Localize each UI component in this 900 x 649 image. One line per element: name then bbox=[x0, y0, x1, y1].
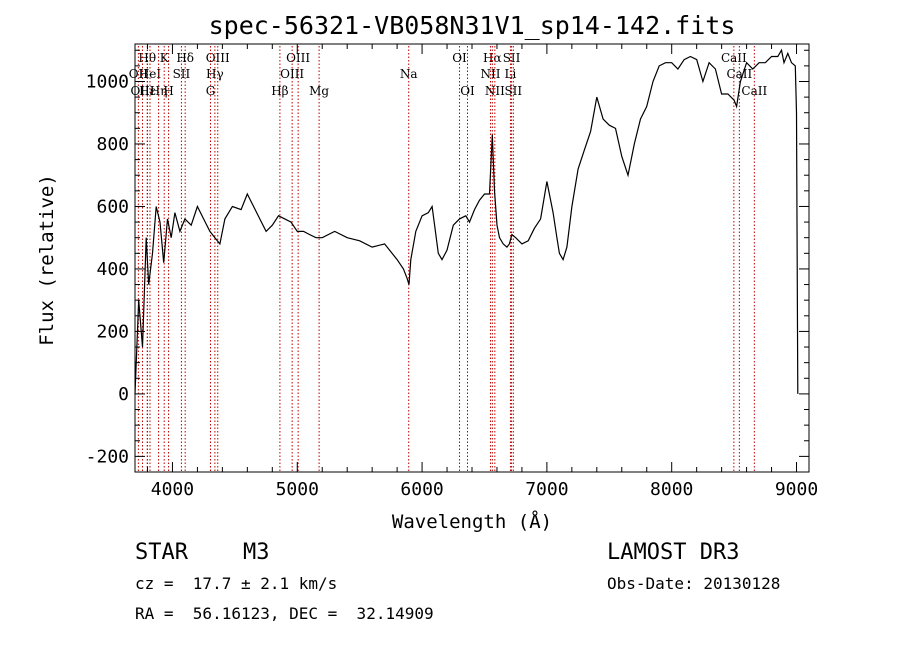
x-axis-label: Wavelength (Å) bbox=[392, 510, 552, 533]
line-marker-label: Hε bbox=[139, 84, 156, 98]
line-marker-label: CaII bbox=[741, 84, 767, 98]
y-tick-label: 200 bbox=[96, 321, 129, 342]
line-marker-label: OIII bbox=[286, 51, 310, 65]
line-marker-label: Hβ bbox=[271, 84, 288, 98]
line-marker-label: OII bbox=[129, 67, 149, 81]
y-tick-label: 1000 bbox=[86, 71, 129, 92]
x-tick-label: 8000 bbox=[650, 479, 693, 500]
line-marker-label: OIII bbox=[130, 84, 154, 98]
obs-date-text: Obs-Date: 20130128 bbox=[607, 574, 781, 593]
line-marker-label: SII bbox=[503, 51, 521, 65]
object-subclass: M3 bbox=[243, 540, 270, 565]
line-marker-label: CaII bbox=[726, 67, 752, 81]
y-axis-label: Flux (relative) bbox=[36, 174, 58, 346]
line-marker-label: OIII bbox=[280, 67, 304, 81]
coordinates-text: RA = 56.16123, DEC = 32.14909 bbox=[135, 604, 434, 623]
y-tick-label: 800 bbox=[96, 134, 129, 155]
line-marker-label: SII bbox=[504, 84, 522, 98]
plot-frame bbox=[134, 43, 810, 473]
line-marker-label: Na bbox=[400, 67, 418, 81]
line-marker-label: SII bbox=[173, 67, 191, 81]
line-marker-label: CaII bbox=[721, 51, 747, 65]
line-marker-label: OI bbox=[452, 51, 467, 65]
axis-ticks: 4000 5000 6000 7000 8000 9000 -200 0 200 400 600 80… bbox=[86, 44, 818, 500]
line-marker-label: NII bbox=[485, 84, 505, 98]
y-tick-label: 400 bbox=[96, 259, 129, 280]
line-marker-label: Hα bbox=[483, 51, 502, 65]
line-marker-label: Hγ bbox=[206, 67, 224, 81]
line-marker-label: NII bbox=[480, 67, 500, 81]
object-class: STAR bbox=[135, 540, 188, 565]
x-tick-label: 9000 bbox=[775, 479, 818, 500]
line-marker-label: Li bbox=[505, 67, 517, 81]
line-marker-label: Mg bbox=[309, 84, 329, 98]
x-tick-label: 4000 bbox=[151, 479, 194, 500]
line-marker-label: OI bbox=[460, 84, 475, 98]
line-marker-label: H bbox=[163, 84, 173, 98]
y-tick-label: -200 bbox=[86, 446, 129, 467]
survey-name: LAMOST DR3 bbox=[607, 540, 740, 565]
x-tick-label: 6000 bbox=[400, 479, 443, 500]
line-marker-label: Hη bbox=[150, 84, 168, 98]
y-tick-label: 0 bbox=[118, 384, 129, 405]
line-marker-label: Hδ bbox=[176, 51, 194, 65]
chart-title: spec-56321-VB058N31V1_sp14-142.fits bbox=[209, 11, 736, 40]
x-tick-label: 7000 bbox=[525, 479, 568, 500]
redshift-text: cz = 17.7 ± 2.1 km/s bbox=[135, 574, 338, 593]
line-marker-label: HeI bbox=[139, 67, 162, 81]
line-marker-label: K bbox=[160, 51, 170, 65]
y-tick-label: 600 bbox=[96, 196, 129, 217]
line-marker-label: OIII bbox=[206, 51, 230, 65]
line-marker-label: G bbox=[206, 84, 216, 98]
x-tick-label: 5000 bbox=[276, 479, 319, 500]
spectrum-series bbox=[134, 48, 799, 394]
